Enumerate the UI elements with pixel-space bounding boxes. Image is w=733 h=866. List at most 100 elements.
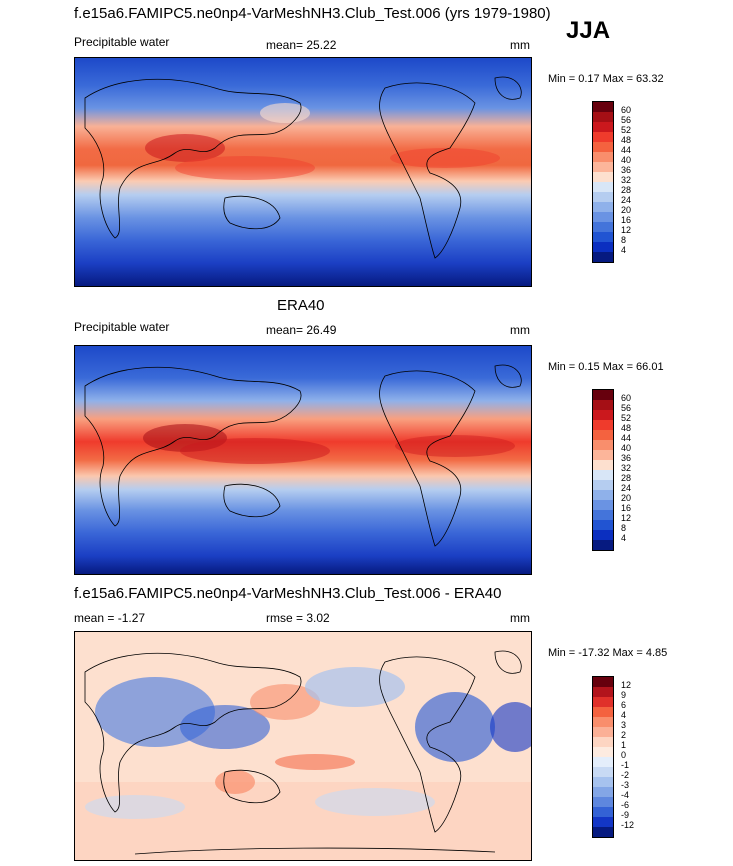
- colorbar-swatch: [593, 707, 613, 717]
- colorbar-tick-label: 36: [621, 453, 632, 463]
- colorbar-tick-label: 52: [621, 125, 632, 135]
- colorbar-tick-label: 9: [621, 690, 627, 700]
- colorbar-tick-label: 4: [621, 245, 627, 255]
- panel3-heading: f.e15a6.FAMIPC5.ne0np4-VarMeshNH3.Club_T…: [74, 585, 502, 602]
- colorbar-tick-label: -1: [621, 760, 630, 770]
- colorbar-tick-label: -6: [621, 800, 630, 810]
- colorbar-swatch: [593, 767, 613, 777]
- colorbar-swatch: [593, 232, 613, 242]
- panel3-map: [74, 631, 532, 861]
- colorbar-tick-label: 20: [621, 205, 632, 215]
- panel2-units: mm: [510, 323, 530, 337]
- colorbar-swatch: [593, 242, 613, 252]
- colorbar-tick-label: -9: [621, 810, 630, 820]
- colorbar-tick-label: 28: [621, 185, 632, 195]
- colorbar-swatch: [593, 192, 613, 202]
- run-title: f.e15a6.FAMIPC5.ne0np4-VarMeshNH3.Club_T…: [74, 5, 551, 22]
- colorbar-swatch: [593, 737, 613, 747]
- colorbar-swatch: [593, 102, 613, 112]
- panel2-minmax: Min = 0.15 Max = 66.01: [548, 361, 664, 373]
- colorbar-swatch: [593, 687, 613, 697]
- colorbar-swatch: [593, 440, 613, 450]
- colorbar-swatch: [593, 122, 613, 132]
- colorbar-tick-label: -3: [621, 780, 630, 790]
- colorbar-swatch: [593, 470, 613, 480]
- colorbar-swatch: [593, 202, 613, 212]
- colorbar-tick-label: 32: [621, 175, 632, 185]
- colorbar-tick-label: 48: [621, 423, 632, 433]
- colorbar-swatch: [593, 400, 613, 410]
- colorbar-swatch: [593, 460, 613, 470]
- colorbar-tick-label: 44: [621, 145, 632, 155]
- colorbar-tick-label: 8: [621, 523, 627, 533]
- colorbar-swatch: [593, 390, 613, 400]
- colorbar-swatch: [593, 697, 613, 707]
- panel2-map: [74, 345, 532, 575]
- colorbar-tick-label: 56: [621, 115, 632, 125]
- colorbar-swatch: [593, 717, 613, 727]
- season-label: JJA: [566, 17, 611, 44]
- colorbar-swatch: [593, 430, 613, 440]
- colorbar-tick-label: 16: [621, 503, 632, 513]
- colorbar-swatch: [593, 817, 613, 827]
- colorbar-swatch: [593, 747, 613, 757]
- colorbar-swatch: [593, 172, 613, 182]
- colorbar-tick-label: 16: [621, 215, 632, 225]
- colorbar-tick-label: 20: [621, 493, 632, 503]
- colorbar-swatch: [593, 480, 613, 490]
- colorbar-swatch: [593, 112, 613, 122]
- colorbar-swatch: [593, 807, 613, 817]
- panel3-colorbar: [592, 676, 614, 838]
- colorbar-swatch: [593, 797, 613, 807]
- colorbar-swatch: [593, 827, 613, 837]
- colorbar-tick-label: 12: [621, 513, 632, 523]
- colorbar-swatch: [593, 757, 613, 767]
- panel2-colorbar: [592, 389, 614, 551]
- colorbar-tick-label: 12: [621, 225, 632, 235]
- colorbar-swatch: [593, 212, 613, 222]
- colorbar-tick-label: 4: [621, 533, 627, 543]
- panel2-heading: ERA40: [277, 297, 325, 314]
- colorbar-swatch: [593, 132, 613, 142]
- colorbar-swatch: [593, 520, 613, 530]
- colorbar-tick-label: 1: [621, 740, 627, 750]
- colorbar-swatch: [593, 252, 613, 262]
- colorbar-swatch: [593, 142, 613, 152]
- panel3-units: mm: [510, 611, 530, 625]
- colorbar-swatch: [593, 410, 613, 420]
- colorbar-tick-label: 3: [621, 720, 627, 730]
- colorbar-tick-label: 40: [621, 155, 632, 165]
- colorbar-swatch: [593, 727, 613, 737]
- colorbar-swatch: [593, 777, 613, 787]
- colorbar-swatch: [593, 510, 613, 520]
- panel1-map: [74, 57, 532, 287]
- colorbar-swatch: [593, 450, 613, 460]
- colorbar-swatch: [593, 677, 613, 687]
- panel1-mean: mean= 25.22: [266, 38, 337, 52]
- colorbar-tick-label: 52: [621, 413, 632, 423]
- colorbar-swatch: [593, 152, 613, 162]
- colorbar-tick-label: 28: [621, 473, 632, 483]
- colorbar-swatch: [593, 490, 613, 500]
- colorbar-tick-label: 6: [621, 700, 627, 710]
- colorbar-swatch: [593, 787, 613, 797]
- colorbar-tick-label: 36: [621, 165, 632, 175]
- colorbar-tick-label: 2: [621, 730, 627, 740]
- panel3-minmax: Min = -17.32 Max = 4.85: [548, 647, 668, 659]
- colorbar-swatch: [593, 540, 613, 550]
- panel3-rmse: rmse = 3.02: [266, 611, 330, 625]
- colorbar-tick-label: 44: [621, 433, 632, 443]
- colorbar-tick-label: 48: [621, 135, 632, 145]
- panel1-variable: Precipitable water: [74, 35, 170, 49]
- colorbar-tick-label: 60: [621, 393, 632, 403]
- colorbar-tick-label: 4: [621, 710, 627, 720]
- colorbar-tick-label: 32: [621, 463, 632, 473]
- panel1-units: mm: [510, 38, 530, 52]
- colorbar-tick-label: -4: [621, 790, 630, 800]
- colorbar-tick-label: 8: [621, 235, 627, 245]
- colorbar-swatch: [593, 530, 613, 540]
- colorbar-tick-label: 24: [621, 195, 632, 205]
- colorbar-tick-label: 0: [621, 750, 627, 760]
- panel1-minmax: Min = 0.17 Max = 63.32: [548, 73, 664, 85]
- colorbar-tick-label: 56: [621, 403, 632, 413]
